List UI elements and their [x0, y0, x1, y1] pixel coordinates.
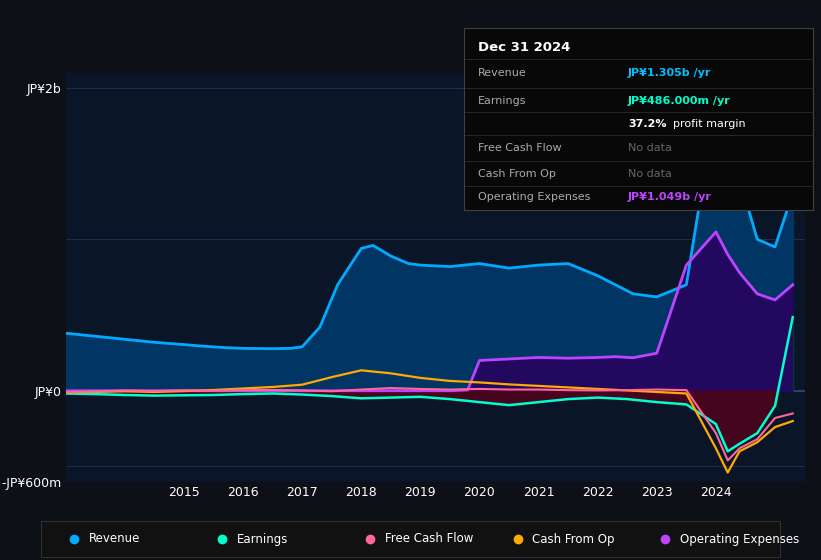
Text: Earnings: Earnings	[478, 96, 526, 106]
Text: JP¥1.049b /yr: JP¥1.049b /yr	[628, 192, 712, 202]
Text: Operating Expenses: Operating Expenses	[681, 533, 800, 545]
Text: Revenue: Revenue	[89, 533, 140, 545]
Text: Revenue: Revenue	[478, 68, 526, 78]
Text: Operating Expenses: Operating Expenses	[478, 192, 590, 202]
Text: Cash From Op: Cash From Op	[478, 169, 556, 179]
Text: profit margin: profit margin	[673, 119, 745, 129]
Text: JP¥486.000m /yr: JP¥486.000m /yr	[628, 96, 731, 106]
Text: Cash From Op: Cash From Op	[532, 533, 615, 545]
Text: No data: No data	[628, 169, 672, 179]
Text: 37.2%: 37.2%	[628, 119, 667, 129]
Text: Dec 31 2024: Dec 31 2024	[478, 41, 571, 54]
Text: JP¥1.305b /yr: JP¥1.305b /yr	[628, 68, 711, 78]
Text: Earnings: Earnings	[237, 533, 288, 545]
Text: Free Cash Flow: Free Cash Flow	[384, 533, 473, 545]
Text: Free Cash Flow: Free Cash Flow	[478, 143, 562, 153]
Text: No data: No data	[628, 143, 672, 153]
